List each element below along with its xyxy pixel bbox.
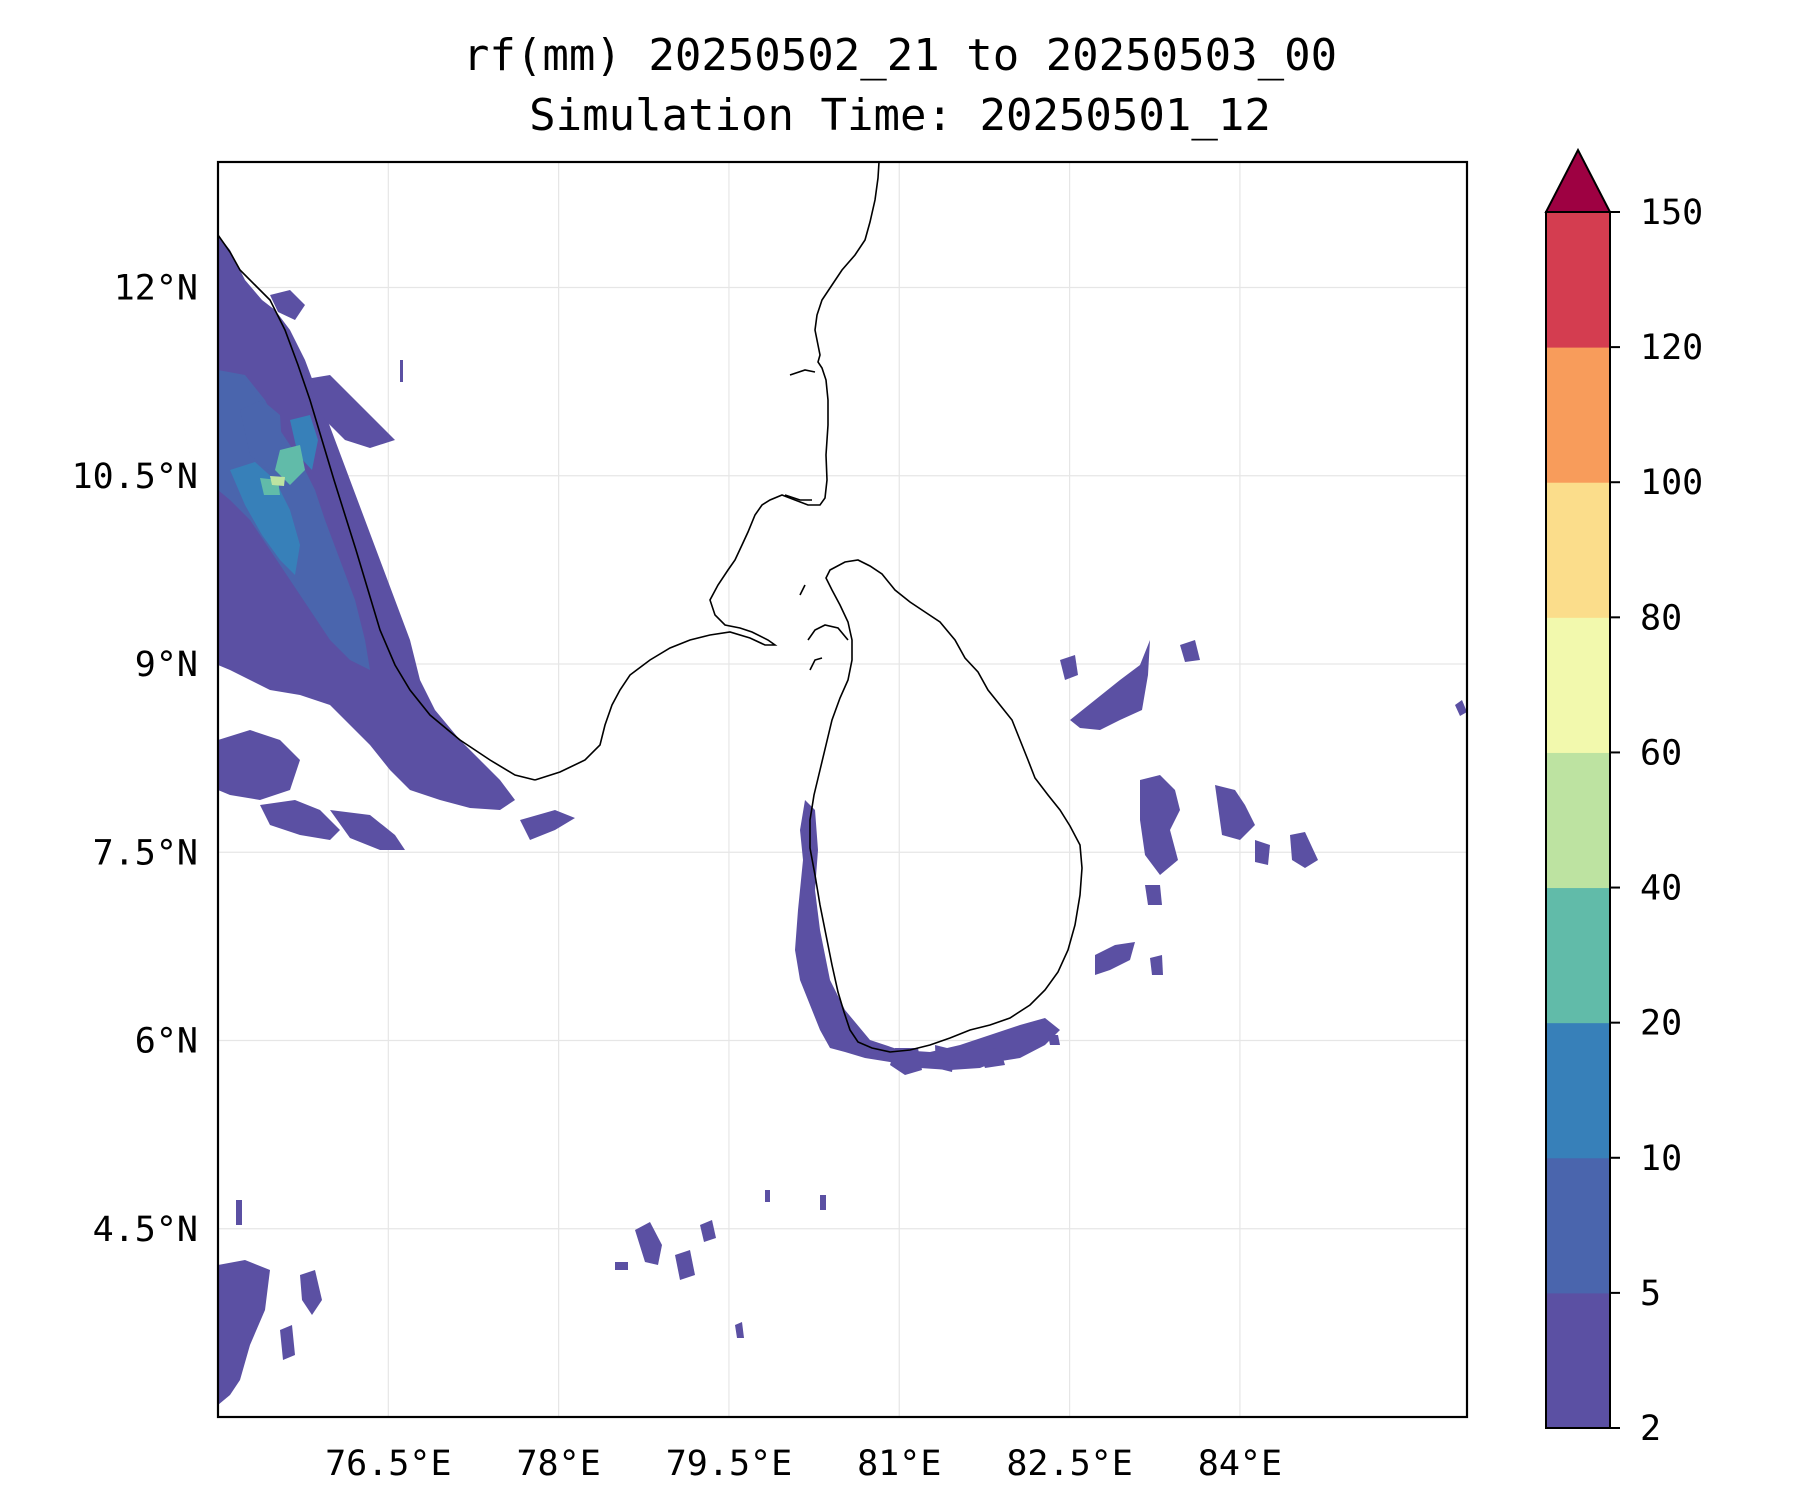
colorbar-tick-label: 5 — [1640, 1274, 1661, 1314]
colorbar-tick-label: 100 — [1640, 463, 1703, 503]
map-title-line1: rf(mm) 20250502_21 to 20250503_00 — [462, 30, 1338, 81]
rain-patch — [260, 800, 340, 840]
colorbar-segment — [1546, 1157, 1610, 1294]
rain-patch — [300, 1270, 322, 1315]
rain-patch — [1060, 655, 1078, 680]
rain-patch — [935, 1045, 955, 1072]
rain-patch — [700, 1220, 716, 1242]
colorbar-extend-arrow — [1544, 147, 1612, 213]
rainfall-contours — [218, 235, 1467, 1405]
rain-patch — [978, 1048, 1005, 1068]
rain-patch — [795, 800, 1060, 1070]
lat-tick-label: 10.5°N — [72, 457, 198, 497]
rain-patch — [520, 810, 575, 840]
rain-patch — [1048, 1035, 1060, 1045]
graticule — [218, 162, 1467, 1417]
colorbar-segment — [1546, 1022, 1610, 1159]
rain-patch — [1150, 955, 1163, 975]
rain-patch — [615, 1262, 628, 1270]
lon-tick-label: 82.5°E — [1006, 1444, 1132, 1484]
rain-patch — [218, 730, 300, 800]
rain-patch — [635, 1222, 662, 1265]
rain-patch — [1455, 700, 1467, 716]
rain-patch — [280, 1325, 295, 1360]
map-border — [216, 160, 1469, 1419]
rain-patch — [240, 400, 282, 470]
rain-patch — [1070, 640, 1150, 730]
colorbar-segment — [1546, 482, 1610, 618]
lon-tick-label: 79.5°E — [666, 1444, 792, 1484]
colorbar-tick-label: 120 — [1640, 328, 1703, 368]
lon-tick-label: 78°E — [516, 1444, 600, 1484]
rain-patch — [236, 1200, 242, 1225]
rain-patch — [270, 290, 305, 320]
colorbar-segment — [1546, 752, 1610, 889]
rain-patch — [400, 360, 403, 382]
rain-patch — [890, 1048, 922, 1075]
lat-tick-label: 6°N — [135, 1022, 198, 1062]
colorbar-outline — [1545, 211, 1611, 1429]
colorbar-tick-label: 20 — [1640, 1004, 1682, 1044]
colorbar: 2 5 10 20 40 60 80 100 120 150 — [1544, 147, 1703, 1449]
rain-patch — [275, 445, 305, 485]
rain-patch — [1290, 832, 1318, 868]
colorbar-tick-label: 10 — [1640, 1139, 1682, 1179]
colorbar-tick-label: 40 — [1640, 869, 1682, 909]
rain-patch — [1140, 775, 1180, 875]
rain-patch — [230, 462, 300, 575]
lon-tick-label: 84°E — [1198, 1444, 1282, 1484]
rain-patch — [218, 235, 515, 810]
lon-tick-label: 76.5°E — [325, 1444, 451, 1484]
rain-patch — [1255, 840, 1270, 865]
colorbar-tick-label: 60 — [1640, 733, 1682, 773]
rain-patch — [218, 1260, 270, 1405]
colorbar-segment — [1546, 347, 1610, 483]
colorbar-segment — [1546, 617, 1610, 753]
colorbar-tick-label: 2 — [1640, 1409, 1661, 1449]
coastline — [218, 162, 1083, 1053]
rain-patch — [1215, 785, 1255, 840]
rain-patch — [820, 1195, 826, 1210]
rain-patch — [290, 415, 318, 470]
rain-patch — [1145, 885, 1162, 905]
rain-patch — [300, 375, 395, 448]
rain-patch — [330, 810, 405, 850]
lat-tick-label: 4.5°N — [93, 1210, 198, 1250]
rain-patch — [765, 1190, 770, 1202]
map-title-line2: Simulation Time: 20250501_12 — [529, 90, 1271, 141]
colorbar-tick-label: 150 — [1640, 193, 1703, 233]
colorbar-tick-label: 80 — [1640, 598, 1682, 638]
rain-patch — [735, 1322, 744, 1338]
rain-patch — [1180, 640, 1200, 662]
lat-tick-label: 12°N — [114, 269, 198, 309]
longitude-axis: 76.5°E 78°E 79.5°E 81°E 82.5°E 84°E — [325, 1444, 1282, 1484]
lat-tick-label: 9°N — [135, 645, 198, 685]
colorbar-segment — [1546, 1292, 1610, 1429]
latitude-axis: 12°N 10.5°N 9°N 7.5°N 6°N 4.5°N — [72, 269, 198, 1250]
rain-patch — [675, 1250, 695, 1280]
colorbar-segment — [1546, 887, 1610, 1024]
rain-patch — [1095, 942, 1135, 975]
lat-tick-label: 7.5°N — [93, 833, 198, 873]
lon-tick-label: 81°E — [857, 1444, 941, 1484]
colorbar-segment — [1546, 212, 1610, 348]
rain-patch — [270, 476, 285, 486]
